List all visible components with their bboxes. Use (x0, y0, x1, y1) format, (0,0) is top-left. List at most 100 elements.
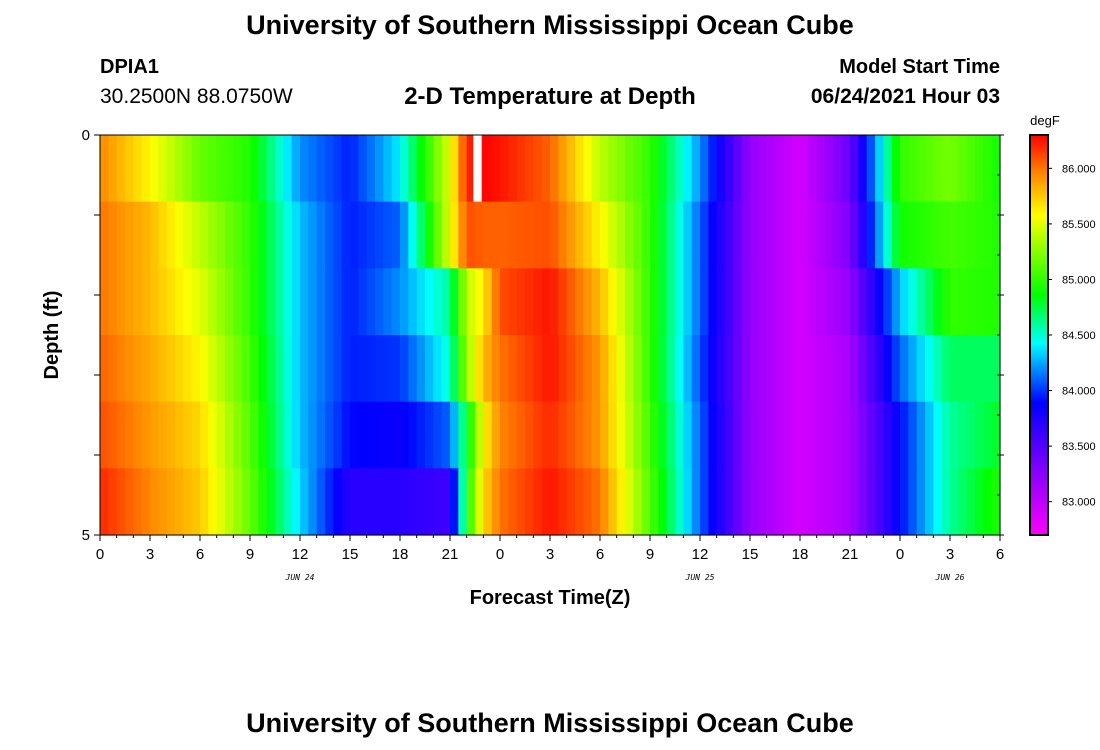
heatmap-cell (183, 268, 193, 336)
heatmap-cell (833, 201, 843, 269)
heatmap-cell (283, 135, 293, 203)
heatmap-cell (941, 401, 951, 469)
heatmap-cell (316, 401, 326, 469)
heatmap-cell (616, 468, 626, 536)
heatmap-cell (558, 335, 568, 403)
heatmap-cell (858, 335, 868, 403)
heatmap-cell (883, 401, 893, 469)
heatmap-cell (483, 401, 493, 469)
heatmap-cell (441, 201, 451, 269)
heatmap-cell (100, 201, 109, 269)
heatmap-cell (208, 135, 218, 203)
heatmap-cell (650, 201, 659, 269)
heatmap-cell (891, 468, 901, 536)
heatmap-cell (650, 268, 659, 336)
colorbar-scale (1029, 134, 1049, 536)
heatmap-cell (133, 135, 143, 203)
heatmap-cell (325, 268, 334, 336)
heatmap-cell (550, 468, 559, 536)
heatmap-cell (291, 468, 301, 536)
heatmap-cell (983, 335, 993, 403)
heatmap-cell (891, 401, 901, 469)
heatmap-cell (716, 335, 726, 403)
heatmap-cell (900, 335, 909, 403)
heatmap-cell (208, 401, 218, 469)
heatmap-cell (741, 135, 751, 203)
heatmap-cell (608, 335, 618, 403)
heatmap-cell (766, 268, 776, 336)
heatmap-cell (508, 401, 518, 469)
heatmap-cell (150, 401, 159, 469)
heatmap-cell (216, 268, 226, 336)
heatmap-cell (733, 468, 743, 536)
heatmap-cell (875, 335, 884, 403)
heatmap-cell (516, 468, 526, 536)
heatmap-cell (925, 468, 934, 536)
heatmap-cell (925, 268, 934, 336)
heatmap-cell (441, 135, 451, 203)
heatmap-cell (283, 401, 293, 469)
heatmap-cell (575, 135, 584, 203)
heatmap-cell (400, 201, 409, 269)
heatmap-cell (975, 468, 984, 536)
heatmap-cell (491, 401, 501, 469)
heatmap-cell (800, 268, 809, 336)
heatmap-cell (566, 335, 576, 403)
heatmap-cell (583, 201, 593, 269)
heatmap-cell (900, 401, 909, 469)
heatmap-cell (916, 201, 926, 269)
heatmap-cell (625, 468, 634, 536)
heatmap-cell (850, 468, 859, 536)
heatmap-cell (333, 335, 343, 403)
heatmap-cell (366, 468, 376, 536)
heatmap-cell (858, 201, 868, 269)
heatmap-cell (658, 135, 668, 203)
heatmap-cell (366, 401, 376, 469)
heatmap-cell (550, 201, 559, 269)
heatmap-cell (350, 468, 359, 536)
heatmap-cell (250, 135, 259, 203)
heatmap-cell (308, 401, 318, 469)
heatmap-cell (766, 468, 776, 536)
heatmap-cell (483, 201, 493, 269)
heatmap-cell (958, 468, 968, 536)
heatmap-cell (483, 335, 493, 403)
heatmap-cell (800, 135, 809, 203)
heatmap-cell (933, 201, 943, 269)
heatmap-cell (208, 268, 218, 336)
heatmap-cell (958, 201, 968, 269)
heatmap-cell (541, 268, 551, 336)
heatmap-cell (716, 401, 726, 469)
heatmap-cell (883, 468, 893, 536)
heatmap-cell (733, 268, 743, 336)
heatmap-cell (125, 401, 134, 469)
heatmap-cell (575, 401, 584, 469)
heatmap-cell (433, 268, 443, 336)
heatmap-cell (983, 468, 993, 536)
heatmap-cell (383, 135, 393, 203)
heatmap-cell (700, 135, 709, 203)
heatmap-cell (100, 401, 109, 469)
heatmap-cell (483, 468, 493, 536)
heatmap-cell (958, 401, 968, 469)
heatmap-cell (433, 335, 443, 403)
heatmap-cell (758, 135, 768, 203)
heatmap-cell (441, 335, 451, 403)
heatmap-cell (750, 268, 759, 336)
heatmap-cell (400, 468, 409, 536)
heatmap-cell (108, 335, 118, 403)
heatmap-cell (175, 135, 184, 203)
heatmap-cell (916, 401, 926, 469)
heatmap-cell (891, 268, 901, 336)
colorbar-tick-label: 86.000 (1062, 163, 1096, 175)
heatmap-cell (883, 201, 893, 269)
heatmap-cell (975, 401, 984, 469)
heatmap-cell (791, 268, 801, 336)
x-tick-label: 0 (496, 546, 504, 563)
heatmap-cell (691, 201, 701, 269)
heatmap-cell (583, 335, 593, 403)
heatmap-cell (416, 268, 426, 336)
heatmap-cell (108, 135, 118, 203)
heatmap-cell (808, 335, 818, 403)
heatmap-cell (933, 401, 943, 469)
